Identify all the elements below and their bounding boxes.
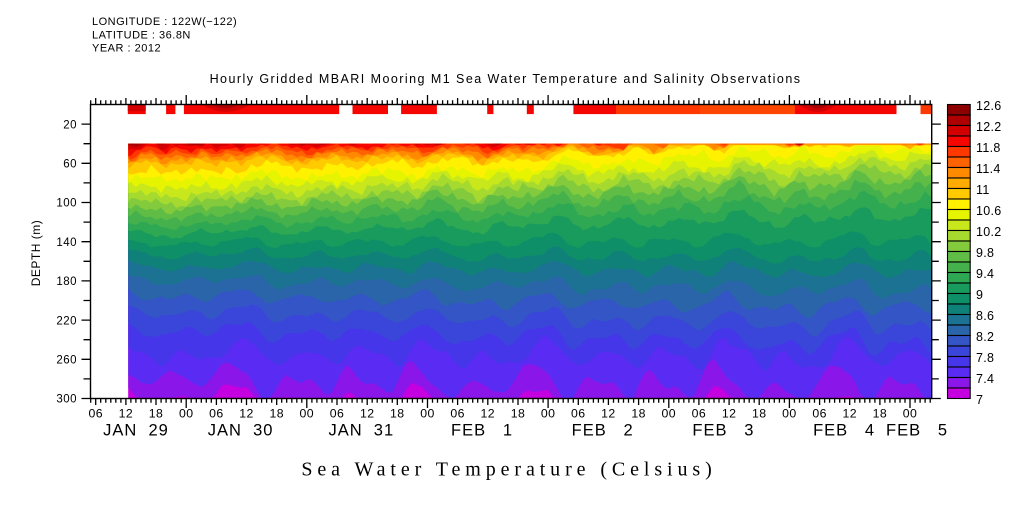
svg-text:18: 18 — [390, 407, 404, 421]
svg-text:06: 06 — [88, 407, 102, 421]
svg-text:Sea Water Temperature (Celsius: Sea Water Temperature (Celsius) — [301, 459, 716, 481]
svg-text:12: 12 — [722, 407, 736, 421]
svg-text:260: 260 — [56, 355, 77, 367]
svg-text:8.6: 8.6 — [976, 309, 994, 323]
svg-text:12: 12 — [360, 407, 374, 421]
svg-text:FEB 1: FEB 1 — [451, 422, 513, 440]
svg-text:JAN 31: JAN 31 — [328, 422, 394, 440]
svg-text:JAN 30: JAN 30 — [208, 422, 274, 440]
svg-text:11: 11 — [976, 183, 990, 197]
svg-text:FEB 2: FEB 2 — [572, 422, 634, 440]
svg-text:00: 00 — [541, 407, 555, 421]
svg-text:FEB 3: FEB 3 — [692, 422, 754, 440]
svg-text:10.6: 10.6 — [976, 204, 1002, 218]
svg-text:11.4: 11.4 — [976, 162, 1001, 176]
svg-text:12.2: 12.2 — [976, 120, 1002, 134]
svg-text:9: 9 — [976, 288, 983, 302]
svg-text:00: 00 — [903, 407, 917, 421]
svg-text:60: 60 — [63, 159, 77, 171]
svg-text:12: 12 — [481, 407, 495, 421]
svg-text:FEB 5: FEB 5 — [886, 422, 948, 440]
svg-text:06: 06 — [330, 407, 344, 421]
svg-text:06: 06 — [209, 407, 223, 421]
svg-text:YEAR : 2012: YEAR : 2012 — [92, 43, 161, 55]
svg-text:12: 12 — [239, 407, 253, 421]
svg-text:JAN 29: JAN 29 — [103, 422, 169, 440]
svg-text:18: 18 — [149, 407, 163, 421]
svg-text:12: 12 — [842, 407, 856, 421]
svg-text:LONGITUDE : 122W(−122): LONGITUDE : 122W(−122) — [92, 16, 237, 28]
svg-text:00: 00 — [782, 407, 796, 421]
svg-text:18: 18 — [752, 407, 766, 421]
svg-text:18: 18 — [511, 407, 525, 421]
svg-text:06: 06 — [812, 407, 826, 421]
svg-text:00: 00 — [420, 407, 434, 421]
svg-text:06: 06 — [692, 407, 706, 421]
svg-text:12: 12 — [601, 407, 615, 421]
svg-text:00: 00 — [300, 407, 314, 421]
svg-text:Hourly Gridded MBARI Mooring M: Hourly Gridded MBARI Mooring M1 Sea Wate… — [210, 72, 802, 86]
svg-text:7: 7 — [976, 393, 983, 407]
svg-text:300: 300 — [56, 394, 77, 406]
svg-text:LATITUDE : 36.8N: LATITUDE : 36.8N — [92, 30, 191, 42]
svg-text:18: 18 — [873, 407, 887, 421]
svg-text:FEB 4: FEB 4 — [813, 422, 875, 440]
svg-text:100: 100 — [56, 198, 77, 210]
svg-text:9.4: 9.4 — [976, 267, 994, 281]
svg-text:06: 06 — [450, 407, 464, 421]
svg-text:220: 220 — [56, 315, 77, 327]
svg-text:18: 18 — [631, 407, 645, 421]
svg-text:7.8: 7.8 — [976, 351, 994, 365]
svg-text:140: 140 — [56, 237, 77, 249]
svg-text:00: 00 — [662, 407, 676, 421]
svg-text:7.4: 7.4 — [976, 372, 994, 386]
svg-text:DEPTH (m): DEPTH (m) — [29, 220, 43, 287]
svg-text:06: 06 — [571, 407, 585, 421]
svg-text:10.2: 10.2 — [976, 225, 1002, 239]
svg-text:9.8: 9.8 — [976, 246, 994, 260]
svg-text:20: 20 — [63, 119, 77, 131]
svg-text:12: 12 — [119, 407, 133, 421]
svg-text:11.8: 11.8 — [976, 141, 1001, 155]
svg-text:00: 00 — [179, 407, 193, 421]
svg-text:12.6: 12.6 — [976, 99, 1002, 113]
svg-text:18: 18 — [269, 407, 283, 421]
svg-text:180: 180 — [56, 276, 77, 288]
svg-text:8.2: 8.2 — [976, 330, 994, 344]
